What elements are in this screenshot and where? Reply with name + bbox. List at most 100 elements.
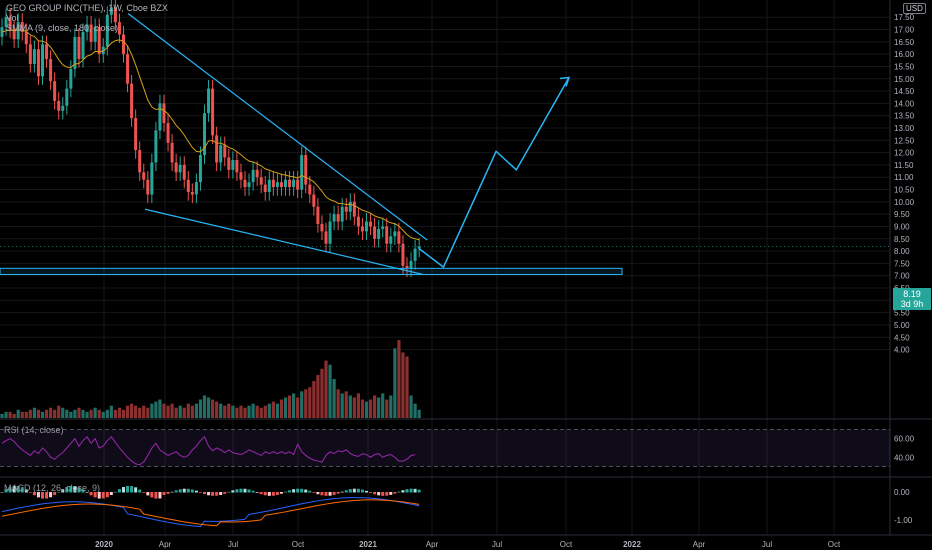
price-tick-label: 9.00 xyxy=(894,222,910,231)
volume-bar xyxy=(113,409,117,418)
macd-histogram-bar xyxy=(0,492,4,493)
candle-body xyxy=(300,155,304,190)
candle-body xyxy=(279,182,283,188)
volume-bar xyxy=(182,407,186,418)
macd-histogram-bar xyxy=(146,492,150,496)
candle-body xyxy=(158,103,162,131)
volume-bar xyxy=(69,411,73,418)
macd-histogram-bar xyxy=(324,492,328,496)
candle-body xyxy=(207,88,211,114)
macd-histogram-bar xyxy=(16,486,20,493)
candle-body xyxy=(328,221,332,244)
candle-body xyxy=(389,236,393,244)
chart-title: GEO GROUP INC(THE), 1W, Cboe BZX xyxy=(6,3,168,13)
candle-body xyxy=(409,260,413,269)
macd-histogram-bar xyxy=(150,492,154,498)
macd-histogram-bar xyxy=(69,485,73,493)
candle-body xyxy=(324,231,328,244)
volume-bar xyxy=(125,405,130,418)
smma-line xyxy=(1,29,420,241)
bar-countdown: 3d 9h xyxy=(900,299,924,309)
macd-histogram-bar xyxy=(77,487,81,493)
rsi-legend: RSI (14, close) xyxy=(4,425,64,435)
macd-histogram-bar xyxy=(20,487,24,493)
volume-bar xyxy=(324,360,328,418)
candle-body xyxy=(162,103,166,124)
volume-bar xyxy=(377,397,381,418)
candle-body xyxy=(288,179,292,188)
lower-trendline xyxy=(144,208,424,276)
currency-badge[interactable]: USD xyxy=(903,3,926,14)
candle-body xyxy=(223,145,227,158)
volume-bar xyxy=(235,407,239,418)
volume-bar xyxy=(57,405,61,418)
volume-bar xyxy=(186,403,190,418)
candle-body xyxy=(142,172,146,180)
volume-bar xyxy=(263,405,267,418)
macd-histogram-bar xyxy=(401,490,405,493)
candle-body xyxy=(365,221,368,232)
price-tick-label: 10.00 xyxy=(894,198,915,207)
candle-body xyxy=(16,22,20,40)
macd-histogram-bar xyxy=(170,491,174,493)
candle-body xyxy=(401,243,405,266)
macd-histogram-bar xyxy=(73,486,77,493)
macd-histogram-bar xyxy=(53,492,57,496)
time-tick-label: 2020 xyxy=(95,540,113,549)
volume-bar xyxy=(158,399,162,418)
candle-body xyxy=(45,44,49,60)
support-zone xyxy=(0,267,623,275)
volume-bar xyxy=(287,395,292,418)
candle-body xyxy=(65,88,69,106)
price-tick-label: 14.50 xyxy=(894,87,915,96)
candle-body xyxy=(360,226,364,232)
candle-body xyxy=(53,81,57,101)
macd-histogram-bar xyxy=(109,492,113,495)
volume-bar xyxy=(85,411,89,418)
volume-bar xyxy=(166,405,170,418)
candle-body xyxy=(393,231,397,237)
candle-body xyxy=(340,206,344,222)
volume-bar xyxy=(97,409,101,418)
volume-bar xyxy=(20,411,24,418)
volume-bar xyxy=(202,395,207,418)
volume-bar xyxy=(215,401,219,418)
macd-histogram-bar xyxy=(381,492,385,496)
candle-body xyxy=(271,179,275,188)
macd-histogram-bar xyxy=(130,486,134,493)
volume-bar xyxy=(223,405,227,418)
volume-bar xyxy=(40,411,45,418)
volume-bar xyxy=(117,407,122,418)
candle-body xyxy=(397,231,401,244)
volume-bar xyxy=(344,391,348,418)
last-price-value: 8.19 xyxy=(903,289,921,299)
time-tick-label: Oct xyxy=(292,540,305,549)
volume-bar xyxy=(401,352,405,418)
price-tick-label: 17.00 xyxy=(894,26,915,35)
price-tick-label: 17.50 xyxy=(894,13,915,22)
volume-bar xyxy=(340,393,344,418)
volume-bar xyxy=(336,389,340,418)
macd-histogram-bar xyxy=(284,491,287,493)
candle-body xyxy=(146,179,150,195)
candle-body xyxy=(247,182,251,188)
time-tick-label: Apr xyxy=(159,540,172,549)
candle-body xyxy=(316,206,320,225)
macd-histogram-bar xyxy=(356,488,360,493)
candle-body xyxy=(320,224,324,232)
candle-body xyxy=(126,54,130,84)
macd-histogram-bar xyxy=(360,489,364,493)
volume-bar xyxy=(130,403,134,418)
candle-body xyxy=(356,216,360,227)
macd-histogram-bar xyxy=(389,492,393,495)
macd-tick-label: -1.00 xyxy=(894,516,913,525)
smma-legend: SMMA (9, close, 180, close) xyxy=(6,23,119,33)
candle-body xyxy=(186,179,190,193)
volume-bar xyxy=(32,407,36,418)
candle-body xyxy=(312,194,316,207)
macd-histogram-bar xyxy=(231,490,235,493)
volume-bar xyxy=(271,401,275,418)
price-tick-label: 15.00 xyxy=(894,75,915,84)
macd-histogram-bar xyxy=(344,490,348,493)
candle-body xyxy=(203,113,206,156)
